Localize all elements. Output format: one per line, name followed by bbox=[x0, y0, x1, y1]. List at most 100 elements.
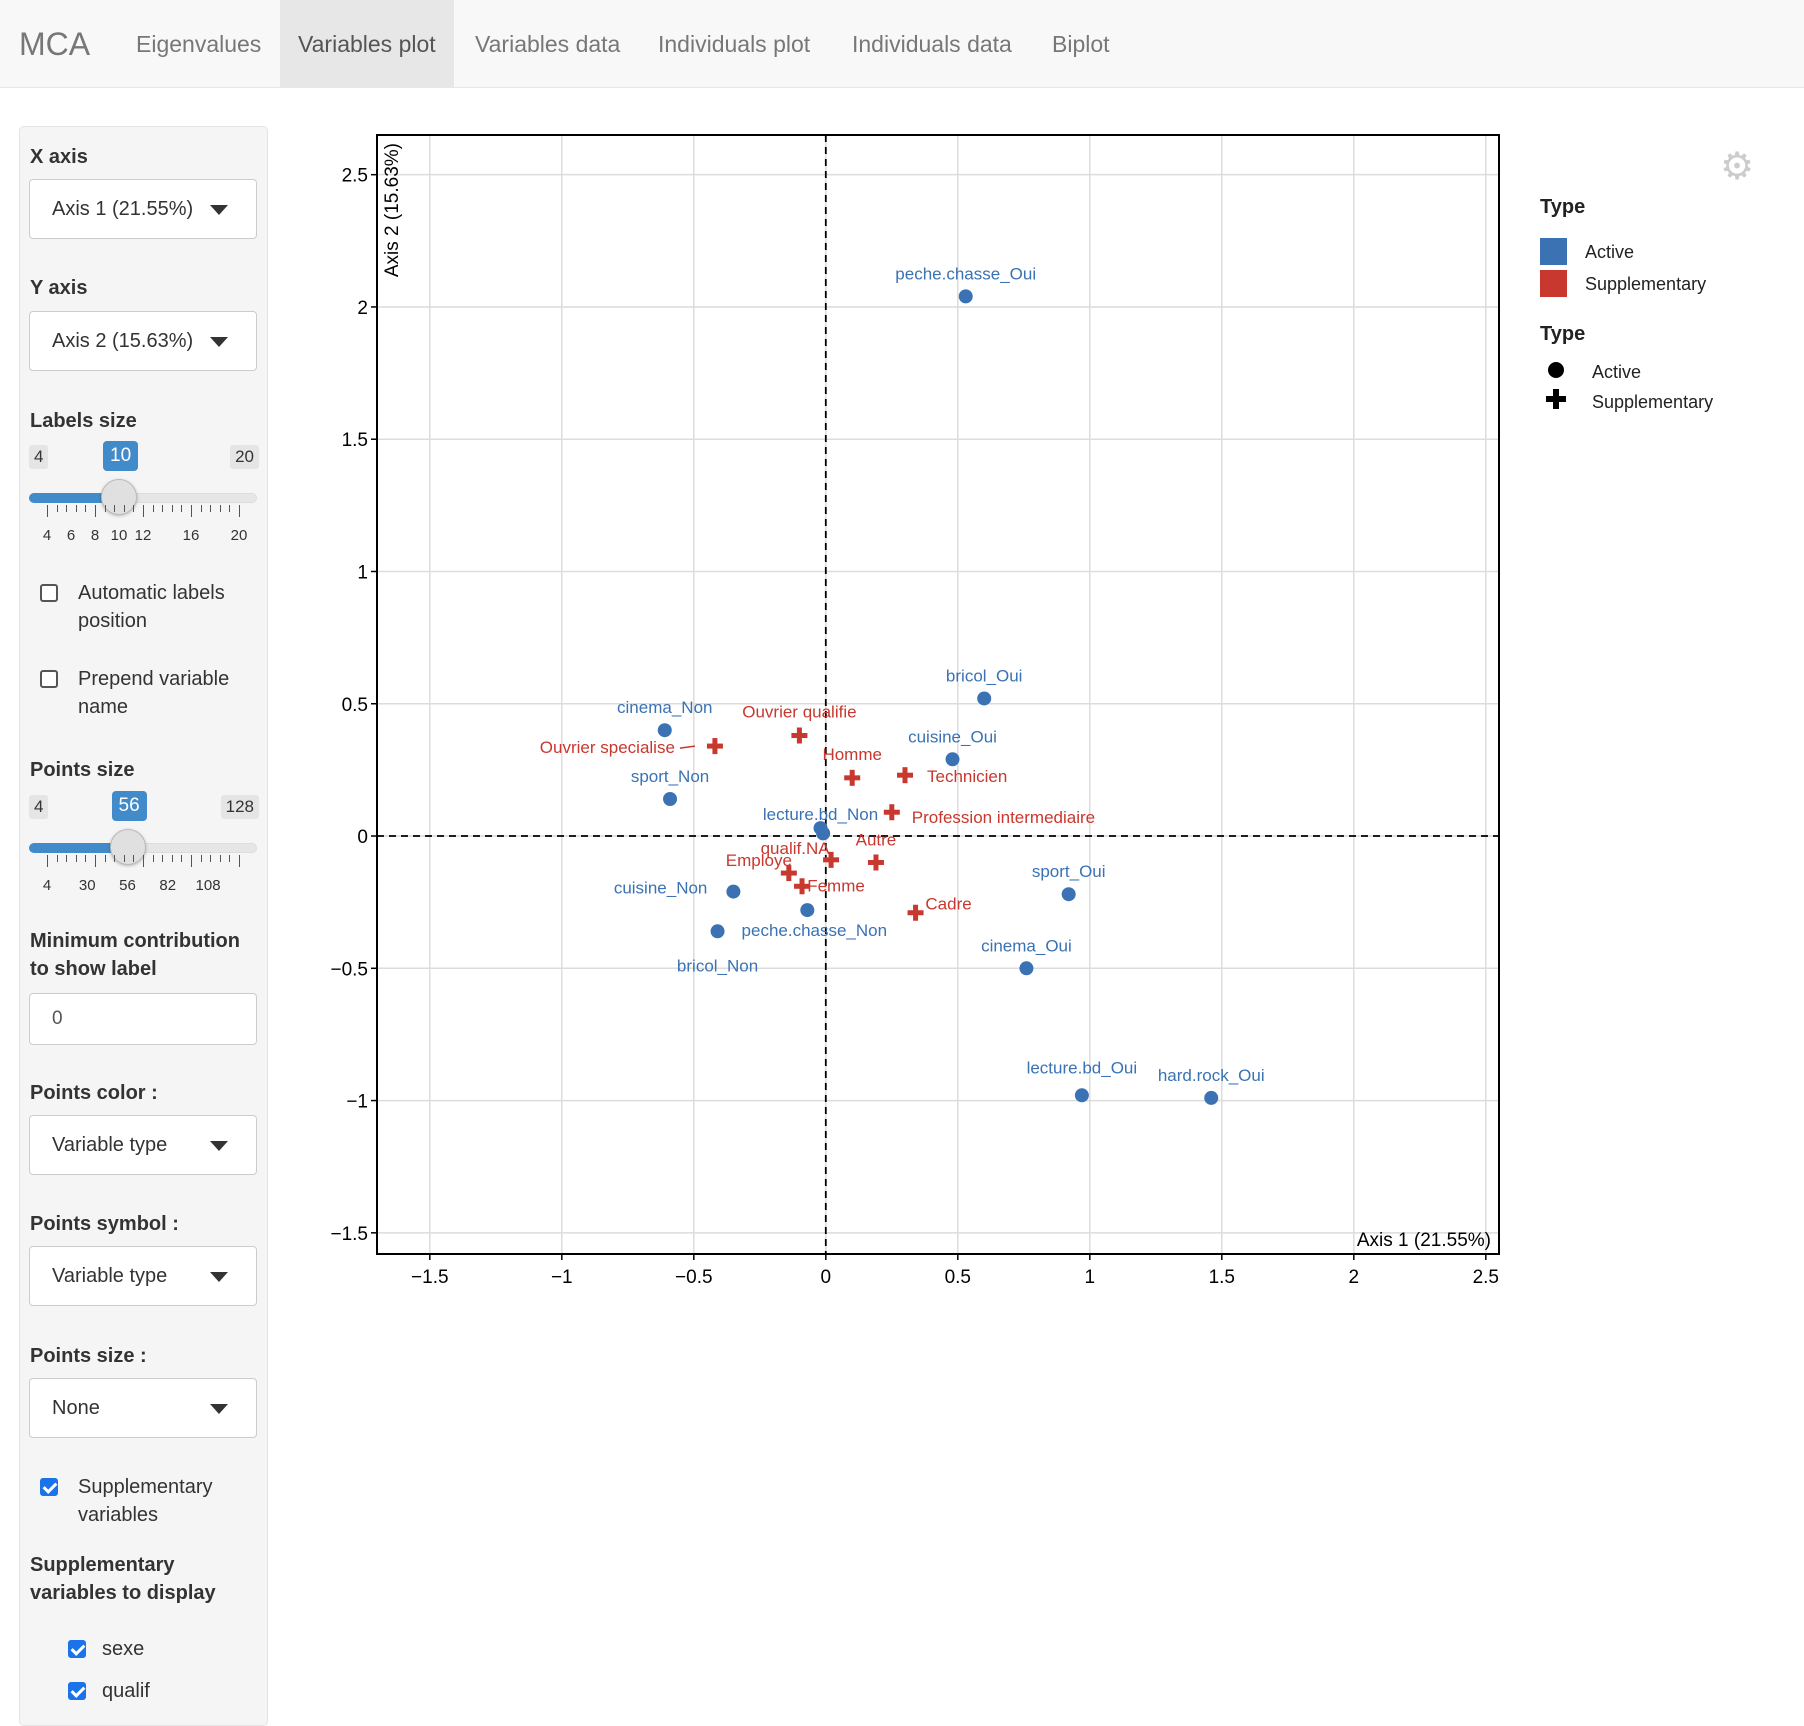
slider-tick bbox=[56, 505, 58, 512]
navbar: MCA Eigenvalues Variables plot Variables… bbox=[0, 0, 1804, 88]
slider-tick bbox=[200, 855, 202, 862]
slider-tick-label: 4 bbox=[42, 527, 52, 544]
slider-tick bbox=[133, 855, 135, 862]
slider-ticks bbox=[29, 505, 257, 519]
qualif-checkbox[interactable] bbox=[68, 1682, 86, 1700]
slider-ticks bbox=[29, 855, 257, 869]
x-axis-select-value: Axis 1 (21.55%) bbox=[52, 198, 194, 220]
points-color-select-value: Variable type bbox=[52, 1134, 168, 1156]
slider-tick-label: 8 bbox=[90, 527, 100, 544]
supp-display-item-qualif[interactable]: qualif bbox=[58, 1677, 288, 1707]
x-tick-label: 1.5 bbox=[1209, 1267, 1235, 1288]
slider-tick bbox=[47, 855, 48, 867]
auto-labels-checkbox[interactable] bbox=[40, 584, 58, 602]
y-tick-label: 2.5 bbox=[342, 166, 368, 187]
data-label: Technicien bbox=[927, 767, 1007, 786]
points-symbol-select[interactable]: Variable type bbox=[29, 1246, 257, 1306]
y-axis-select-value: Axis 2 (15.63%) bbox=[52, 330, 194, 352]
slider-handle[interactable] bbox=[109, 829, 146, 865]
supp-display-item-sexe[interactable]: sexe bbox=[58, 1635, 288, 1665]
data-point-active bbox=[726, 884, 741, 899]
labels-size-slider[interactable]: 4 20 10 4 6 8 10 12 16 20 bbox=[29, 441, 259, 545]
gear-icon[interactable]: ⚙ bbox=[1720, 146, 1755, 188]
slider-tick bbox=[219, 505, 221, 512]
points-color-select[interactable]: Variable type bbox=[29, 1115, 257, 1175]
tab-biplot[interactable]: Biplot bbox=[1052, 31, 1110, 57]
data-label: qualif.NA bbox=[761, 839, 831, 858]
labels-size-label: Labels size bbox=[30, 410, 137, 432]
slider-tick bbox=[162, 505, 164, 512]
slider-value-label: 10 bbox=[103, 441, 139, 471]
x-axis-select[interactable]: Axis 1 (21.55%) bbox=[29, 179, 257, 239]
x-axis-label: X axis bbox=[30, 146, 88, 168]
y-tick-label: 0 bbox=[357, 827, 368, 848]
tab-individuals-plot[interactable]: Individuals plot bbox=[658, 31, 811, 57]
slider-tick bbox=[171, 505, 173, 512]
tab-variables-plot[interactable]: Variables plot bbox=[280, 0, 454, 88]
slider-tick bbox=[104, 505, 106, 512]
min-contrib-input[interactable]: 0 bbox=[29, 993, 257, 1045]
slider-value-label: 56 bbox=[111, 791, 147, 821]
slider-tick bbox=[66, 505, 68, 512]
tab-variables-data[interactable]: Variables data bbox=[475, 31, 621, 57]
slider-tick bbox=[123, 505, 125, 512]
data-label: Ouvrier qualifie bbox=[742, 703, 856, 722]
slider-handle[interactable] bbox=[101, 479, 137, 515]
supp-vars-checkbox-row[interactable]: Supplementary variables bbox=[30, 1473, 260, 1533]
data-point-supplementary-h bbox=[780, 870, 797, 876]
data-label: peche.chasse_Non bbox=[742, 921, 888, 940]
y-axis-label: Y axis bbox=[30, 277, 88, 299]
prepend-name-checkbox-row[interactable]: Prepend variable name bbox=[30, 665, 260, 725]
data-label: Employe bbox=[726, 851, 792, 870]
data-point-supplementary-h bbox=[794, 883, 811, 889]
prepend-name-checkbox[interactable] bbox=[40, 670, 58, 688]
data-label: Autre bbox=[856, 830, 897, 849]
variables-plot-area[interactable]: −1.5 −1 −0.5 0 0.5 1 1.5 2 2.5 −1.5 −1 −0.5 0 0.5 1 1.5… bbox=[300, 120, 1800, 1320]
slider-tick bbox=[47, 505, 48, 517]
slider-fill bbox=[29, 493, 119, 503]
slider-tick bbox=[200, 505, 202, 512]
chevron-down-icon bbox=[210, 337, 228, 347]
supp-vars-checkbox[interactable] bbox=[40, 1478, 58, 1496]
auto-labels-checkbox-row[interactable]: Automatic labels position bbox=[30, 579, 260, 639]
data-point-active bbox=[977, 691, 992, 706]
label-connector bbox=[679, 745, 696, 749]
data-point-active bbox=[1019, 961, 1034, 976]
data-point-active bbox=[710, 924, 725, 939]
legend-symbol-title: Type bbox=[1540, 323, 1586, 345]
y-tick-label: 1 bbox=[357, 562, 368, 583]
points-symbol-select-value: Variable type bbox=[52, 1265, 168, 1287]
data-point-supplementary-h bbox=[791, 733, 808, 739]
data-label: Homme bbox=[822, 745, 882, 764]
app-brand[interactable]: MCA bbox=[19, 26, 91, 62]
data-point-active bbox=[958, 289, 973, 304]
sidebar-panel: X axis Axis 1 (21.55%) Y axis Axis 2 (15… bbox=[19, 126, 268, 1726]
tab-eigenvalues[interactable]: Eigenvalues bbox=[136, 31, 262, 57]
legend-swatch-supplementary bbox=[1540, 270, 1567, 297]
slider-tick bbox=[171, 855, 173, 862]
slider-tick-label: 56 bbox=[119, 877, 136, 894]
slider-tick bbox=[95, 505, 96, 517]
legend-item-active: Active bbox=[1585, 242, 1635, 262]
tab-individuals-data[interactable]: Individuals data bbox=[852, 31, 1012, 57]
points-size-slider[interactable]: 4 128 56 4 30 56 82 108 bbox=[29, 791, 259, 895]
min-contrib-label: Minimum contribution to show label bbox=[30, 930, 240, 980]
slider-tick-label: 82 bbox=[159, 877, 177, 894]
chevron-down-icon bbox=[210, 1141, 228, 1151]
x-tick-label: 0.5 bbox=[945, 1267, 971, 1288]
slider-tick bbox=[114, 855, 116, 862]
scatter-plot-svg[interactable]: −1.5 −1 −0.5 0 0.5 1 1.5 2 2.5 −1.5 −1 −0.5 0 0.5 1 1.5… bbox=[300, 120, 1800, 1320]
chevron-down-icon bbox=[210, 205, 228, 215]
x-tick-label: 2.5 bbox=[1473, 1267, 1499, 1288]
y-axis-select[interactable]: Axis 2 (15.63%) bbox=[29, 311, 257, 371]
slider-tick bbox=[95, 855, 96, 867]
data-point-supplementary-h bbox=[907, 910, 924, 916]
slider-tick bbox=[239, 505, 240, 517]
slider-tick bbox=[75, 855, 77, 862]
slider-tick bbox=[181, 855, 183, 862]
slider-fill bbox=[29, 843, 128, 853]
sexe-checkbox[interactable] bbox=[68, 1640, 86, 1658]
points-size-select[interactable]: None bbox=[29, 1378, 257, 1438]
legend-circle-symbol bbox=[1548, 362, 1564, 378]
y-tick-label: −1 bbox=[346, 1092, 368, 1113]
